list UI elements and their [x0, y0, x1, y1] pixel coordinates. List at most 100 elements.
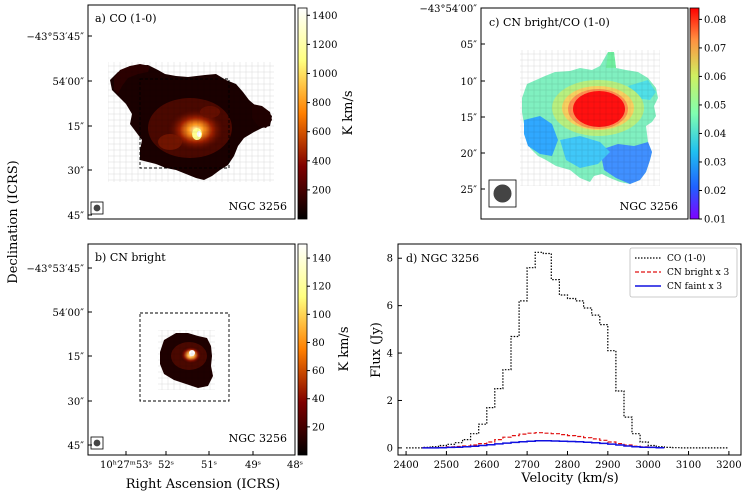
- panel-a: a) CO (1-0) NGC 3256 −43°53′45″ 54′00″ 1…: [26, 4, 356, 222]
- panel-c-dec-tick: 25″: [461, 185, 478, 196]
- panel-b-dec-tick: 30″: [68, 397, 85, 408]
- colorbar-tick-label: 0.07: [704, 43, 726, 54]
- x-tick-label: 3200: [716, 460, 741, 471]
- panel-b-dec-tick: −43°53′45″: [26, 264, 84, 275]
- colorbar-tick-label: 600: [312, 127, 331, 138]
- colorbar-tick-label: 0.03: [704, 157, 726, 168]
- panel-d: 2400 2500 2600 2700 2800 2900 3000 3100 3200 0 2 4 6…: [369, 243, 742, 486]
- panel-d-series: [406, 251, 729, 449]
- x-tick-label: 2900: [595, 460, 620, 471]
- panel-b-ra-tick: 52ˢ: [158, 460, 174, 471]
- panel-d-ylabel: Flux (Jy): [369, 322, 384, 378]
- panel-d-title: d) NGC 3256: [406, 252, 479, 265]
- xlabel-right-ascension: Right Ascension (ICRS): [126, 477, 280, 492]
- panel-d-ticks: 2400 2500 2600 2700 2800 2900 3000 3100 3200 0 2 4 6…: [387, 254, 742, 471]
- panel-b-dec-tick: 15″: [68, 352, 85, 363]
- panel-b-title: b) CN bright: [95, 251, 166, 264]
- panel-a-source: NGC 3256: [229, 200, 287, 213]
- legend-cn-bright-label: CN bright x 3: [667, 268, 730, 278]
- panel-c-colorbar: [689, 7, 700, 220]
- y-tick-label: 4: [387, 349, 393, 360]
- panel-b-ra-tick: 48ˢ: [287, 460, 303, 471]
- panel-a-title: a) CO (1-0): [95, 12, 157, 25]
- colorbar-tick-label: 0.06: [704, 72, 726, 83]
- colorbar-tick-label: 200: [312, 185, 331, 196]
- x-tick-label: 2400: [393, 460, 418, 471]
- panel-a-dec-tick: −43°53′45″: [26, 32, 84, 43]
- panel-b-beam-box: [90, 436, 104, 450]
- panel-b-colorbar-ticks: 140 120 100 80 60 40 20: [307, 254, 331, 433]
- panel-a-dec-tick: 45″: [68, 211, 85, 222]
- panel-b-dec-tick: 45″: [68, 441, 85, 452]
- panel-c-dec-tick: −43°54′00″: [419, 4, 477, 15]
- panel-a-beam: [93, 204, 101, 212]
- panel-b-colorbar-label: K km/s: [337, 326, 352, 371]
- panel-c-dec-ticks: −43°54′00″ 05″ 10″ 15″ 20″ 25″: [419, 4, 485, 196]
- ylabel-declination: Declination (ICRS): [6, 160, 21, 283]
- panel-a-colorbar-ticks: 1400 1200 1000 800 600 400 200: [307, 11, 337, 196]
- colorbar-tick-label: 80: [312, 338, 325, 349]
- panel-d-legend: CO (1-0) CN bright x 3 CN faint x 3: [629, 247, 738, 298]
- legend-co-label: CO (1-0): [667, 253, 706, 264]
- colorbar-tick-label: 1200: [312, 40, 337, 51]
- colorbar-tick-label: 0.02: [704, 186, 726, 197]
- panel-b-cn-map: [158, 330, 215, 390]
- colorbar-tick-label: 20: [312, 422, 325, 433]
- y-tick-label: 2: [387, 396, 393, 407]
- colorbar-tick-label: 140: [312, 254, 331, 265]
- legend-box: [629, 247, 738, 298]
- panel-a-colorbar-label: K km/s: [341, 90, 356, 135]
- panel-c-source: NGC 3256: [620, 200, 678, 213]
- x-tick-label: 3000: [635, 460, 660, 471]
- panel-a-dec-ticks: −43°53′45″ 54′00″ 15″ 30″ 45″: [26, 32, 92, 222]
- panel-a-dec-tick: 54′00″: [53, 77, 85, 88]
- colorbar-tick-label: 0.05: [704, 100, 726, 111]
- panel-d-xlabel: Velocity (km/s): [520, 471, 618, 486]
- colorbar-tick-label: 60: [312, 366, 325, 377]
- series-cn-faint-x-3: [422, 440, 665, 449]
- series-co-1-0: [406, 251, 729, 449]
- panel-b-ra-ticks: 10ʰ27ᵐ53ˢ 52ˢ 51ˢ 49ˢ 48ˢ: [100, 451, 303, 471]
- panel-b-ra-tick: 49ˢ: [245, 460, 261, 471]
- colorbar-tick-label: 1400: [312, 11, 337, 22]
- panel-a-colorbar: [297, 7, 308, 220]
- panel-b-ra-tick: 51ˢ: [201, 460, 217, 471]
- y-tick-label: 6: [387, 301, 393, 312]
- x-tick-label: 2600: [474, 460, 499, 471]
- y-tick-label: 8: [387, 254, 393, 265]
- x-tick-label: 3100: [676, 460, 701, 471]
- panel-a-cn-box: [139, 78, 230, 169]
- panel-c-dec-tick: 15″: [461, 113, 478, 124]
- panel-a-dec-tick: 15″: [68, 122, 85, 133]
- x-tick-label: 2500: [434, 460, 459, 471]
- colorbar-tick-label: 0.01: [704, 215, 726, 226]
- panel-b-dec-tick: 54′00″: [53, 308, 85, 319]
- panel-c-dec-tick: 20″: [461, 149, 478, 160]
- colorbar-tick-label: 1000: [312, 69, 337, 80]
- panel-c: c) CN bright/CO (1-0) NGC 3256 −43°54′00…: [419, 4, 726, 226]
- colorbar-tick-label: 100: [312, 310, 331, 321]
- panel-c-dec-tick: 05″: [461, 40, 478, 51]
- panel-c-beam: [493, 184, 512, 203]
- panel-a-co-map: [108, 62, 274, 182]
- colorbar-tick-label: 800: [312, 98, 331, 109]
- x-tick-label: 2800: [555, 460, 580, 471]
- colorbar-tick-label: 400: [312, 156, 331, 167]
- series-cn-bright-x-3: [422, 432, 665, 449]
- panel-c-beam-box: [488, 179, 517, 208]
- panel-b-map-box: [139, 312, 230, 402]
- panel-b-ra-tick: 10ʰ27ᵐ53ˢ: [100, 460, 152, 471]
- x-tick-label: 2700: [514, 460, 539, 471]
- panel-b-source: NGC 3256: [229, 432, 287, 445]
- panel-a-beam-box: [90, 201, 104, 215]
- panel-b: b) CN bright NGC 3256 −43°53′45″ 54′00″ …: [26, 243, 352, 471]
- colorbar-tick-label: 120: [312, 282, 331, 293]
- panel-b-dec-ticks: −43°53′45″ 54′00″ 15″ 30″ 45″: [26, 264, 92, 452]
- panel-c-ratio-map: [520, 50, 660, 186]
- panel-b-beam: [93, 439, 101, 447]
- panel-c-colorbar-ticks: 0.08 0.07 0.06 0.05 0.04 0.03 0.02 0.01: [699, 15, 726, 226]
- panel-c-title: c) CN bright/CO (1-0): [489, 16, 610, 29]
- colorbar-tick-label: 40: [312, 394, 325, 405]
- legend-cn-faint-label: CN faint x 3: [667, 282, 722, 292]
